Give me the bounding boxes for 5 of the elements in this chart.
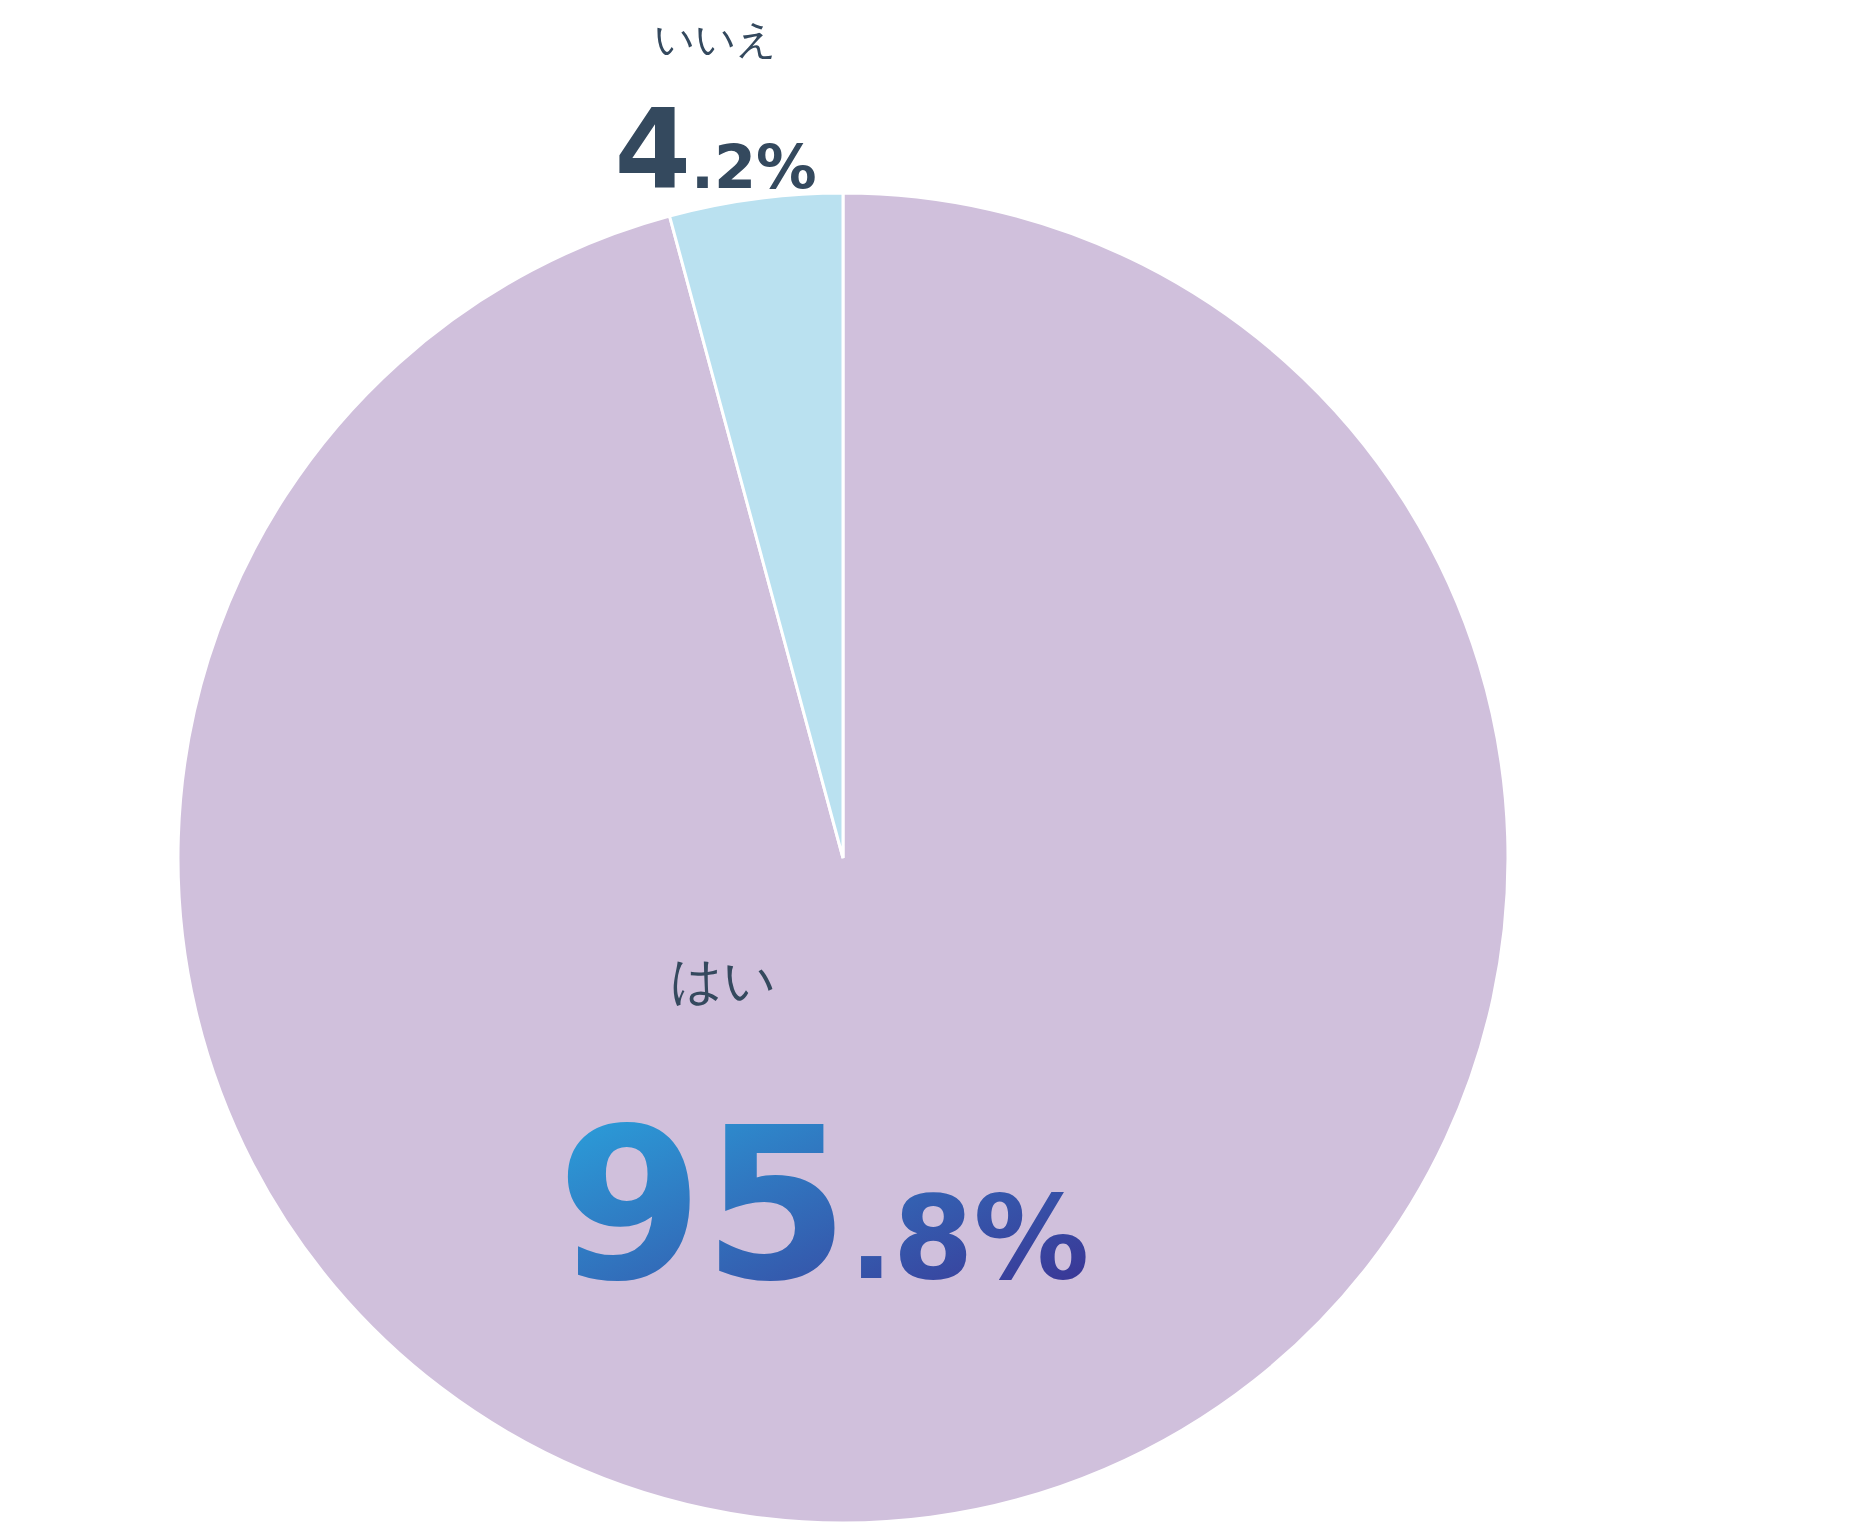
pie-slice bbox=[176, 191, 1510, 1524]
slice-label: はい bbox=[670, 950, 776, 1010]
data-label: 4.2% bbox=[614, 86, 817, 214]
data-label: 95.8% bbox=[556, 1083, 1090, 1328]
slice-label: いいえ bbox=[654, 16, 778, 62]
